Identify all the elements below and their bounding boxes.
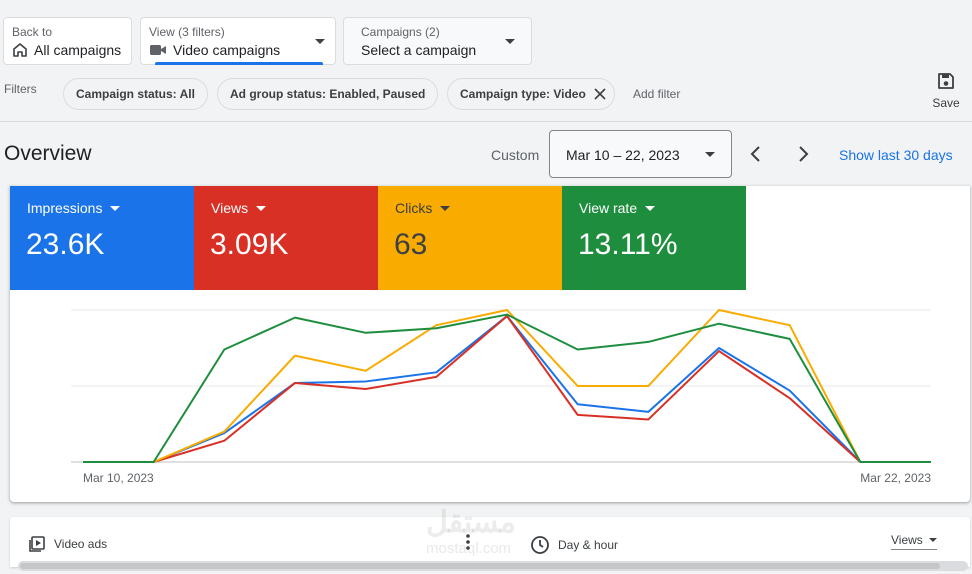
day-hour-item[interactable]: Day & hour — [530, 535, 618, 555]
filters-label: Filters — [4, 82, 37, 96]
chevron-down-icon — [928, 538, 937, 542]
performance-line-chart: Mar 10, 2023 Mar 22, 2023 — [71, 309, 931, 485]
scrollbar-thumb[interactable] — [20, 563, 940, 569]
campaigns-count-label: Campaigns (2) — [361, 25, 440, 39]
series-line-4 — [83, 313, 931, 463]
series-line-3 — [83, 309, 931, 463]
chevron-down-icon — [505, 39, 515, 44]
page-title: Overview — [4, 142, 92, 165]
video-ads-label: Video ads — [54, 537, 108, 551]
video-camera-icon — [150, 45, 166, 55]
custom-range-label: Custom — [491, 147, 540, 163]
save-button[interactable]: Save — [930, 72, 962, 110]
metric-label: Views — [211, 200, 249, 216]
date-range-picker[interactable]: Mar 10 – 22, 2023 — [549, 130, 732, 178]
bottom-panel: Video ads Day & hour Views — [10, 517, 970, 567]
back-to-label: Back to — [12, 25, 53, 39]
video-campaigns-label: Video campaigns — [173, 42, 281, 58]
x-tick-label: Mar 22, 2023 — [860, 471, 931, 485]
chevron-down-icon — [645, 205, 656, 211]
metric-clicks[interactable]: Clicks 63 — [378, 186, 562, 290]
views-metric-select[interactable]: Views — [891, 533, 937, 550]
series-line-1 — [83, 315, 931, 463]
video-ads-icon — [29, 536, 45, 552]
metric-impressions[interactable]: Impressions 23.6K — [10, 186, 194, 290]
filter-chip-label: Campaign type: Video — [460, 87, 586, 101]
metric-label: View rate — [579, 200, 638, 216]
chevron-down-icon — [315, 39, 325, 44]
chevron-down-icon — [110, 205, 121, 211]
save-icon — [938, 73, 954, 89]
metric-value: 3.09K — [210, 228, 289, 261]
video-ads-item[interactable]: Video ads — [28, 535, 107, 553]
metric-label: Clicks — [395, 200, 433, 216]
filter-chip-label: Ad group status: Enabled, Paused — [230, 87, 426, 101]
divider — [0, 121, 972, 122]
overview-card: Impressions 23.6K Views 3.09K Clicks 63 … — [10, 186, 970, 502]
day-hour-label: Day & hour — [558, 538, 619, 552]
metric-views[interactable]: Views 3.09K — [194, 186, 378, 290]
filter-chip-ad-group-status[interactable]: Ad group status: Enabled, Paused — [217, 78, 439, 110]
watermark-url: mostaql.com — [426, 540, 512, 557]
close-icon[interactable] — [594, 88, 606, 100]
save-label: Save — [932, 96, 960, 110]
campaign-picker[interactable]: Campaigns (2) Select a campaign — [343, 17, 532, 65]
metric-view-rate[interactable]: View rate 13.11% — [562, 186, 746, 290]
clock-icon — [531, 536, 549, 554]
metric-value: 13.11% — [578, 228, 678, 261]
date-range-value: Mar 10 – 22, 2023 — [566, 147, 680, 163]
view-filters-label: View (3 filters) — [149, 25, 225, 39]
all-campaigns-label: All campaigns — [34, 42, 122, 58]
views-select-value: Views — [891, 533, 923, 547]
chevron-down-icon — [705, 152, 715, 157]
home-icon — [13, 43, 27, 57]
metric-value: 63 — [394, 228, 428, 261]
horizontal-scrollbar[interactable] — [18, 561, 968, 571]
more-options-icon[interactable] — [466, 533, 470, 551]
filter-chip-campaign-status[interactable]: Campaign status: All — [63, 78, 208, 110]
filter-chip-campaign-type[interactable]: Campaign type: Video — [447, 78, 615, 110]
metric-label: Impressions — [27, 200, 103, 216]
active-underline — [155, 62, 323, 65]
chevron-down-icon — [440, 205, 451, 211]
metric-value: 23.6K — [26, 228, 105, 261]
chevron-down-icon — [256, 205, 267, 211]
back-to-all-campaigns-picker[interactable]: Back to All campaigns — [3, 17, 132, 65]
next-period-button[interactable] — [793, 144, 813, 164]
filter-chip-label: Campaign status: All — [76, 87, 195, 101]
previous-period-button[interactable] — [746, 144, 766, 164]
view-picker[interactable]: View (3 filters) Video campaigns — [140, 17, 336, 65]
show-last-30-days-link[interactable]: Show last 30 days — [839, 147, 953, 163]
series-line-2 — [83, 315, 931, 463]
watermark-logo: مستقل — [426, 506, 516, 539]
add-filter-link[interactable]: Add filter — [633, 87, 681, 101]
select-campaign-label: Select a campaign — [361, 42, 477, 58]
x-tick-label: Mar 10, 2023 — [83, 471, 154, 485]
